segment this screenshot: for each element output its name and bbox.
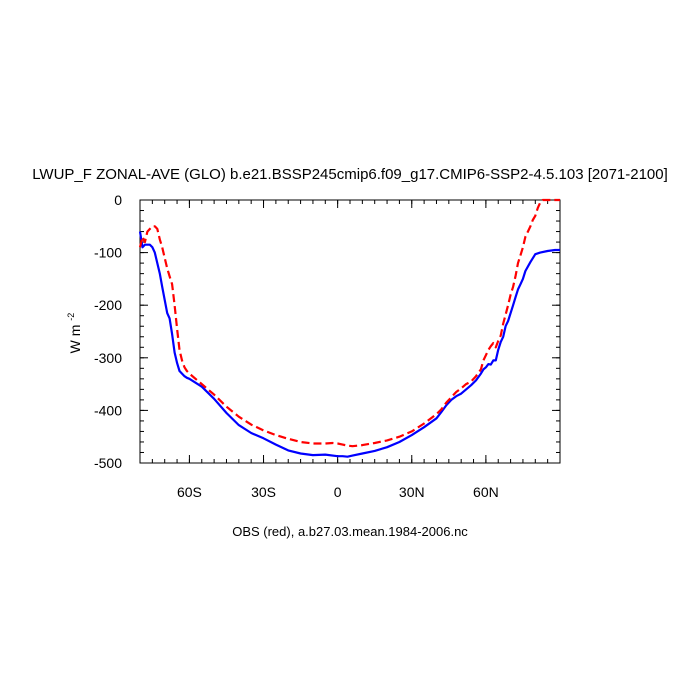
x-axis: 60S 30S 0 30N 60N [139,200,561,500]
x-tick-label: 30N [399,484,425,500]
y-tick-label: -500 [94,455,122,471]
x-tick-label: 30S [251,484,276,500]
y-axis-label-unit: W m [67,325,83,354]
x-tick-label: 60N [473,484,499,500]
plot-area [139,199,561,464]
x-tick-label: 60S [177,484,202,500]
y-tick-label: -200 [94,297,122,313]
y-axis: 0 -100 -200 -300 -400 -500 [94,192,560,471]
y-tick-label: -300 [94,350,122,366]
y-axis-label: W m -2 [66,313,83,354]
y-tick-label: 0 [114,192,122,208]
x-tick-label: 0 [334,484,342,500]
y-axis-label-exponent: -2 [66,313,76,321]
series-layer [138,198,560,458]
chart-caption: OBS (red), a.b27.03.mean.1984-2006.nc [232,524,468,539]
obs-series-line [138,198,560,448]
plot-border [139,199,561,464]
model-series-line [138,231,560,458]
chart-title: LWUP_F ZONAL-AVE (GLO) b.e21.BSSP245cmip… [32,166,668,183]
y-tick-label: -400 [94,402,122,418]
y-tick-label: -100 [94,245,122,261]
